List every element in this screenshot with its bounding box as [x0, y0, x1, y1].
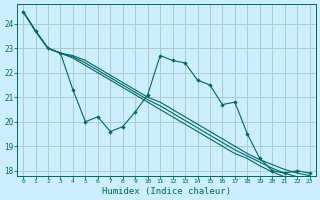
X-axis label: Humidex (Indice chaleur): Humidex (Indice chaleur) — [102, 187, 231, 196]
